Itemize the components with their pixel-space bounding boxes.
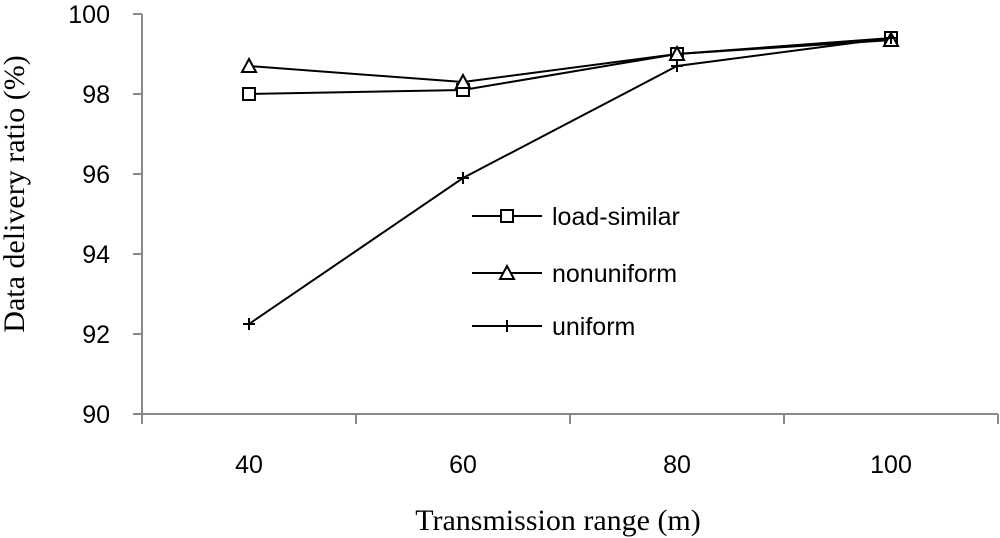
y-tick-label: 100 (68, 1, 110, 29)
x-tick-label: 80 (663, 451, 691, 479)
series-uniform (243, 32, 897, 330)
series-nonuniform (240, 30, 900, 89)
data-point-uniform (457, 172, 469, 184)
data-point-load-similar (242, 87, 256, 101)
series-line-uniform (248, 37, 892, 325)
data-point-uniform (885, 32, 897, 44)
y-ticks: 90 92 94 96 98 100 (68, 1, 142, 429)
y-tick-label: 94 (82, 241, 110, 269)
legend-item-uniform: uniform (472, 313, 635, 341)
legend-label: nonuniform (552, 260, 677, 288)
y-axis-title: Data delivery ratio (%) (0, 55, 31, 332)
legend: load-similar nonuniform uniform (472, 203, 680, 341)
series-load-similar (242, 31, 898, 101)
x-tick-label: 60 (449, 451, 477, 479)
legend-label: load-similar (552, 203, 680, 231)
y-tick-label: 92 (82, 321, 110, 349)
series-layer (240, 30, 900, 330)
legend-marker-nonuniform (498, 263, 516, 280)
legend-marker-load-similar (500, 209, 514, 223)
x-ticks: 40 60 80 100 (141, 414, 999, 479)
series-line-nonuniform (248, 39, 892, 84)
x-tick-label: 100 (870, 451, 912, 479)
legend-marker-uniform (501, 320, 513, 332)
y-tick-label: 96 (82, 161, 110, 189)
y-tick-label: 90 (82, 401, 110, 429)
data-point-uniform (243, 318, 255, 330)
data-point-nonuniform (240, 56, 258, 73)
x-axis-title: Transmission range (m) (415, 504, 701, 537)
legend-label: uniform (552, 313, 635, 341)
data-point-nonuniform (454, 72, 472, 89)
data-point-uniform (671, 60, 683, 72)
y-tick-label: 98 (82, 81, 110, 109)
x-tick-label: 40 (235, 451, 263, 479)
legend-item-load-similar: load-similar (472, 203, 680, 231)
legend-item-nonuniform: nonuniform (472, 260, 677, 288)
